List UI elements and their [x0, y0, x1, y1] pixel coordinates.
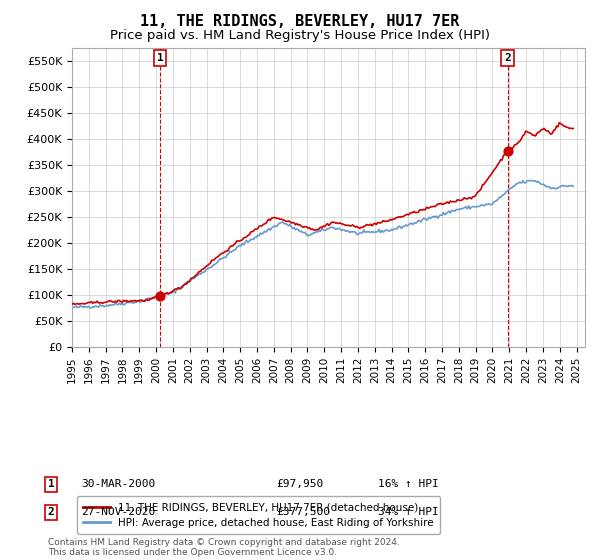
Text: 2: 2 [47, 507, 55, 517]
Text: 1: 1 [47, 479, 55, 489]
Point [503, 146, 512, 155]
Text: 27-NOV-2020: 27-NOV-2020 [81, 507, 155, 517]
Text: Price paid vs. HM Land Registry's House Price Index (HPI): Price paid vs. HM Land Registry's House … [110, 29, 490, 42]
Text: 34% ↑ HPI: 34% ↑ HPI [378, 507, 439, 517]
Point [155, 292, 165, 301]
Text: 2: 2 [504, 53, 511, 63]
Legend: 11, THE RIDINGS, BEVERLEY, HU17 7ER (detached house), HPI: Average price, detach: 11, THE RIDINGS, BEVERLEY, HU17 7ER (det… [77, 496, 440, 534]
Text: 30-MAR-2000: 30-MAR-2000 [81, 479, 155, 489]
Text: £377,500: £377,500 [276, 507, 330, 517]
Text: 16% ↑ HPI: 16% ↑ HPI [378, 479, 439, 489]
Text: Contains HM Land Registry data © Crown copyright and database right 2024.
This d: Contains HM Land Registry data © Crown c… [48, 538, 400, 557]
Text: 1: 1 [157, 53, 164, 63]
Text: 11, THE RIDINGS, BEVERLEY, HU17 7ER: 11, THE RIDINGS, BEVERLEY, HU17 7ER [140, 14, 460, 29]
Text: £97,950: £97,950 [276, 479, 323, 489]
